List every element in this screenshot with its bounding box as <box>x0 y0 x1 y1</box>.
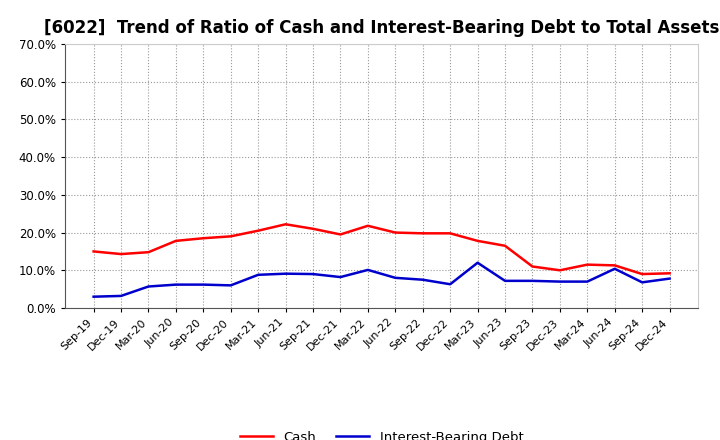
Cash <box>171 238 180 243</box>
Cash <box>309 226 318 231</box>
Cash <box>144 249 153 255</box>
Cash <box>254 228 263 233</box>
Cash <box>583 262 592 267</box>
Cash <box>528 264 537 269</box>
Interest-Bearing Debt <box>665 276 674 281</box>
Interest-Bearing Debt <box>226 283 235 288</box>
Cash <box>282 222 290 227</box>
Cash <box>117 251 125 257</box>
Cash <box>364 223 372 228</box>
Cash <box>336 232 345 237</box>
Interest-Bearing Debt <box>89 294 98 299</box>
Interest-Bearing Debt <box>638 280 647 285</box>
Interest-Bearing Debt <box>500 278 509 283</box>
Cash <box>473 238 482 243</box>
Interest-Bearing Debt <box>528 278 537 283</box>
Interest-Bearing Debt <box>117 293 125 299</box>
Interest-Bearing Debt <box>282 271 290 276</box>
Cash <box>500 243 509 249</box>
Interest-Bearing Debt <box>446 282 454 287</box>
Legend: Cash, Interest-Bearing Debt: Cash, Interest-Bearing Debt <box>235 425 528 440</box>
Title: [6022]  Trend of Ratio of Cash and Interest-Bearing Debt to Total Assets: [6022] Trend of Ratio of Cash and Intere… <box>44 19 719 37</box>
Line: Interest-Bearing Debt: Interest-Bearing Debt <box>94 263 670 297</box>
Interest-Bearing Debt <box>473 260 482 265</box>
Interest-Bearing Debt <box>391 275 400 280</box>
Interest-Bearing Debt <box>418 277 427 282</box>
Interest-Bearing Debt <box>309 271 318 277</box>
Cash <box>611 263 619 268</box>
Interest-Bearing Debt <box>364 267 372 272</box>
Interest-Bearing Debt <box>611 266 619 271</box>
Interest-Bearing Debt <box>336 275 345 280</box>
Cash <box>199 235 207 241</box>
Cash <box>418 231 427 236</box>
Interest-Bearing Debt <box>171 282 180 287</box>
Cash <box>391 230 400 235</box>
Cash <box>446 231 454 236</box>
Cash <box>226 234 235 239</box>
Interest-Bearing Debt <box>583 279 592 284</box>
Interest-Bearing Debt <box>199 282 207 287</box>
Cash <box>638 271 647 277</box>
Cash <box>89 249 98 254</box>
Interest-Bearing Debt <box>144 284 153 289</box>
Interest-Bearing Debt <box>556 279 564 284</box>
Interest-Bearing Debt <box>254 272 263 278</box>
Line: Cash: Cash <box>94 224 670 274</box>
Cash <box>665 271 674 276</box>
Cash <box>556 268 564 273</box>
